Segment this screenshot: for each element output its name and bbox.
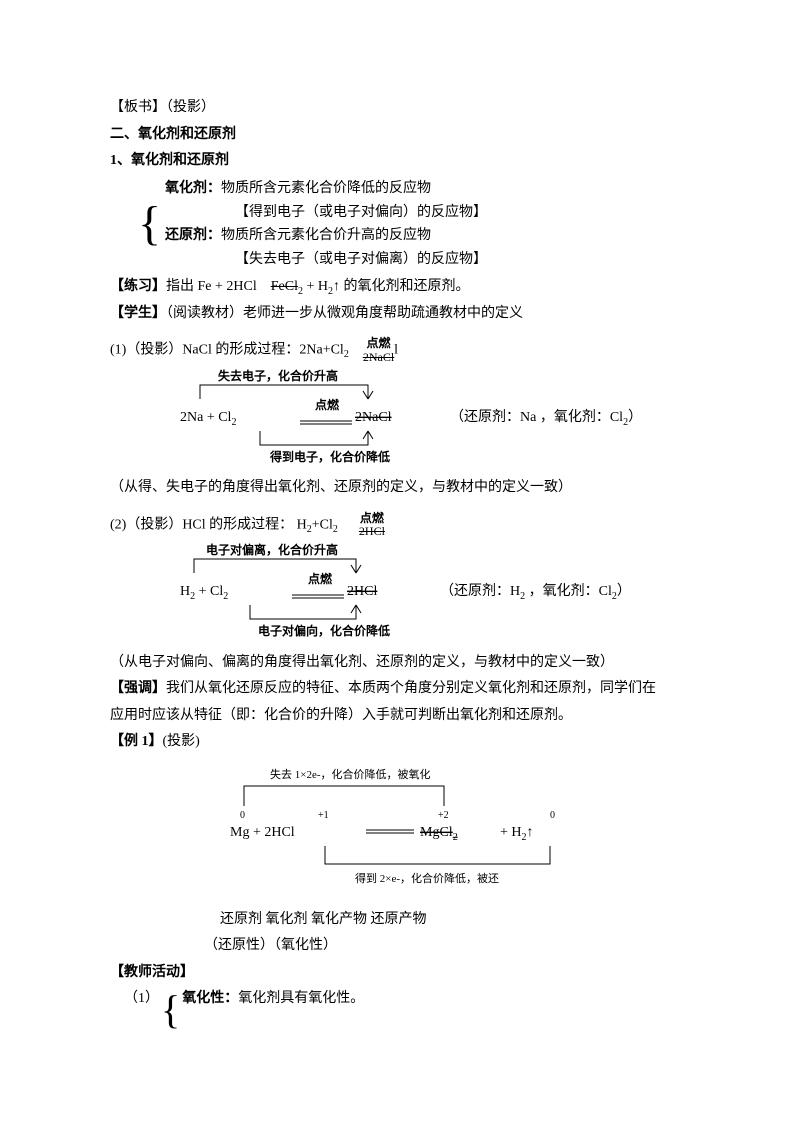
heading-2-1: 1、氧化剂和还原剂 xyxy=(110,148,690,175)
student-line: 【学生】（阅读教材）老师进一步从微观角度帮助疏通教材中的定义 xyxy=(110,301,690,328)
svg-text:2NaCl: 2NaCl xyxy=(355,410,392,425)
svg-text:+2: +2 xyxy=(438,810,449,821)
def-red-sub: 【失去电子（或电子对偏离）的反应物】 xyxy=(235,248,487,272)
proj2-note: （从电子对偏向、偏离的角度得出氧化剂、还原剂的定义，与教材中的定义一致） xyxy=(110,650,690,677)
proj1-head: (1)（投影）NaCl 的形成过程：2Na+Cl2 点燃2NaCll xyxy=(110,337,690,364)
svg-text:失去 1×2e-，化合价降低，被氧化: 失去 1×2e-，化合价降低，被氧化 xyxy=(270,767,431,781)
svg-text:得到 2×e-，化合价降低，被还: 得到 2×e-，化合价降低，被还 xyxy=(355,871,499,885)
foot-ox-text: 氧化剂具有氧化性。 xyxy=(238,991,364,1006)
practice-line: 【练习】指出 Fe + 2HCl FeCl2 + H2↑ 的氧化剂和还原剂。 xyxy=(110,274,690,301)
svg-text:+ H2↑: + H2↑ xyxy=(500,825,534,843)
teacher-label: 【教师活动】 xyxy=(110,960,690,987)
section-label: 【板书】（投影） xyxy=(110,95,690,122)
svg-text:0: 0 xyxy=(240,810,245,821)
example-1-labels: 还原剂 氧化剂 氧化产物 还原产物 xyxy=(220,907,690,934)
svg-text:2Na + Cl2: 2Na + Cl2 xyxy=(180,410,236,428)
svg-text:Mg + 2HCl: Mg + 2HCl xyxy=(230,825,295,840)
brace-left-icon: { xyxy=(138,200,161,248)
diagram-hcl: 电子对偏离，化合价升高 H2 + Cl2 点燃 2HCl （还原剂：H2 ，氧化… xyxy=(150,539,730,639)
svg-text:+1: +1 xyxy=(318,810,329,821)
def-ox-sub: 【得到电子（或电子对偏向）的反应物】 xyxy=(235,201,487,225)
svg-text:（还原剂：Na ，氧化剂：Cl2）: （还原剂：Na ，氧化剂：Cl2） xyxy=(450,409,642,428)
def-red-term: 还原剂： xyxy=(165,228,221,243)
definition-brace: { 氧化剂：物质所含元素化合价降低的反应物 【得到电子（或电子对偏向）的反应物】… xyxy=(138,177,690,272)
def-ox-text: 物质所含元素化合价降低的反应物 xyxy=(221,181,431,196)
emphasis-line-1: 【强调】我们从氧化还原反应的特征、本质两个角度分别定义氧化剂和还原剂，同学们在 xyxy=(110,676,690,703)
foot-index: （1） xyxy=(124,986,159,1013)
example-1-props: （还原性）（氧化性） xyxy=(204,933,690,960)
svg-text:2HCl: 2HCl xyxy=(347,584,377,599)
svg-text:（还原剂：H2 ，氧化剂：Cl2）: （还原剂：H2 ，氧化剂：Cl2） xyxy=(440,583,631,602)
svg-text:0: 0 xyxy=(550,810,555,821)
brace-left-icon: { xyxy=(161,1000,180,1020)
proj1-note: （从得、失电子的角度得出氧化剂、还原剂的定义，与教材中的定义一致） xyxy=(110,475,690,502)
proj2-head: (2)（投影）HCl 的形成过程： H2+Cl2 点燃2HCl xyxy=(110,512,690,539)
emphasis-line-2: 应用时应该从特征（即：化合价的升降）入手就可判断出氧化剂和还原剂。 xyxy=(110,703,690,730)
def-red-text: 物质所含元素化合价升高的反应物 xyxy=(221,228,431,243)
def-ox-term: 氧化剂： xyxy=(165,181,221,196)
diagram-example-1: 失去 1×2e-，化合价降低，被氧化 0 +1 +2 0 Mg + 2HCl M… xyxy=(190,756,670,896)
svg-text:失去电子，化合价升高: 失去电子，化合价升高 xyxy=(218,368,338,383)
svg-text:MgCl2: MgCl2 xyxy=(420,825,458,843)
svg-text:得到电子，化合价降低: 得到电子，化合价降低 xyxy=(269,449,390,464)
svg-text:点燃: 点燃 xyxy=(315,397,340,412)
svg-text:电子对偏向，化合价降低: 电子对偏向，化合价降低 xyxy=(258,623,390,638)
heading-2: 二、氧化剂和还原剂 xyxy=(110,122,690,149)
example-1-label: 【例 1】(投影) xyxy=(110,729,690,756)
svg-text:H2 + Cl2: H2 + Cl2 xyxy=(180,584,228,602)
svg-text:点燃: 点燃 xyxy=(308,571,333,586)
svg-text:电子对偏离，化合价升高: 电子对偏离，化合价升高 xyxy=(206,542,338,557)
foot-ox-term: 氧化性： xyxy=(182,991,238,1006)
diagram-nacl: 失去电子，化合价升高 2Na + Cl2 点燃 2NaCl （还原剂：Na ，氧… xyxy=(150,365,730,465)
